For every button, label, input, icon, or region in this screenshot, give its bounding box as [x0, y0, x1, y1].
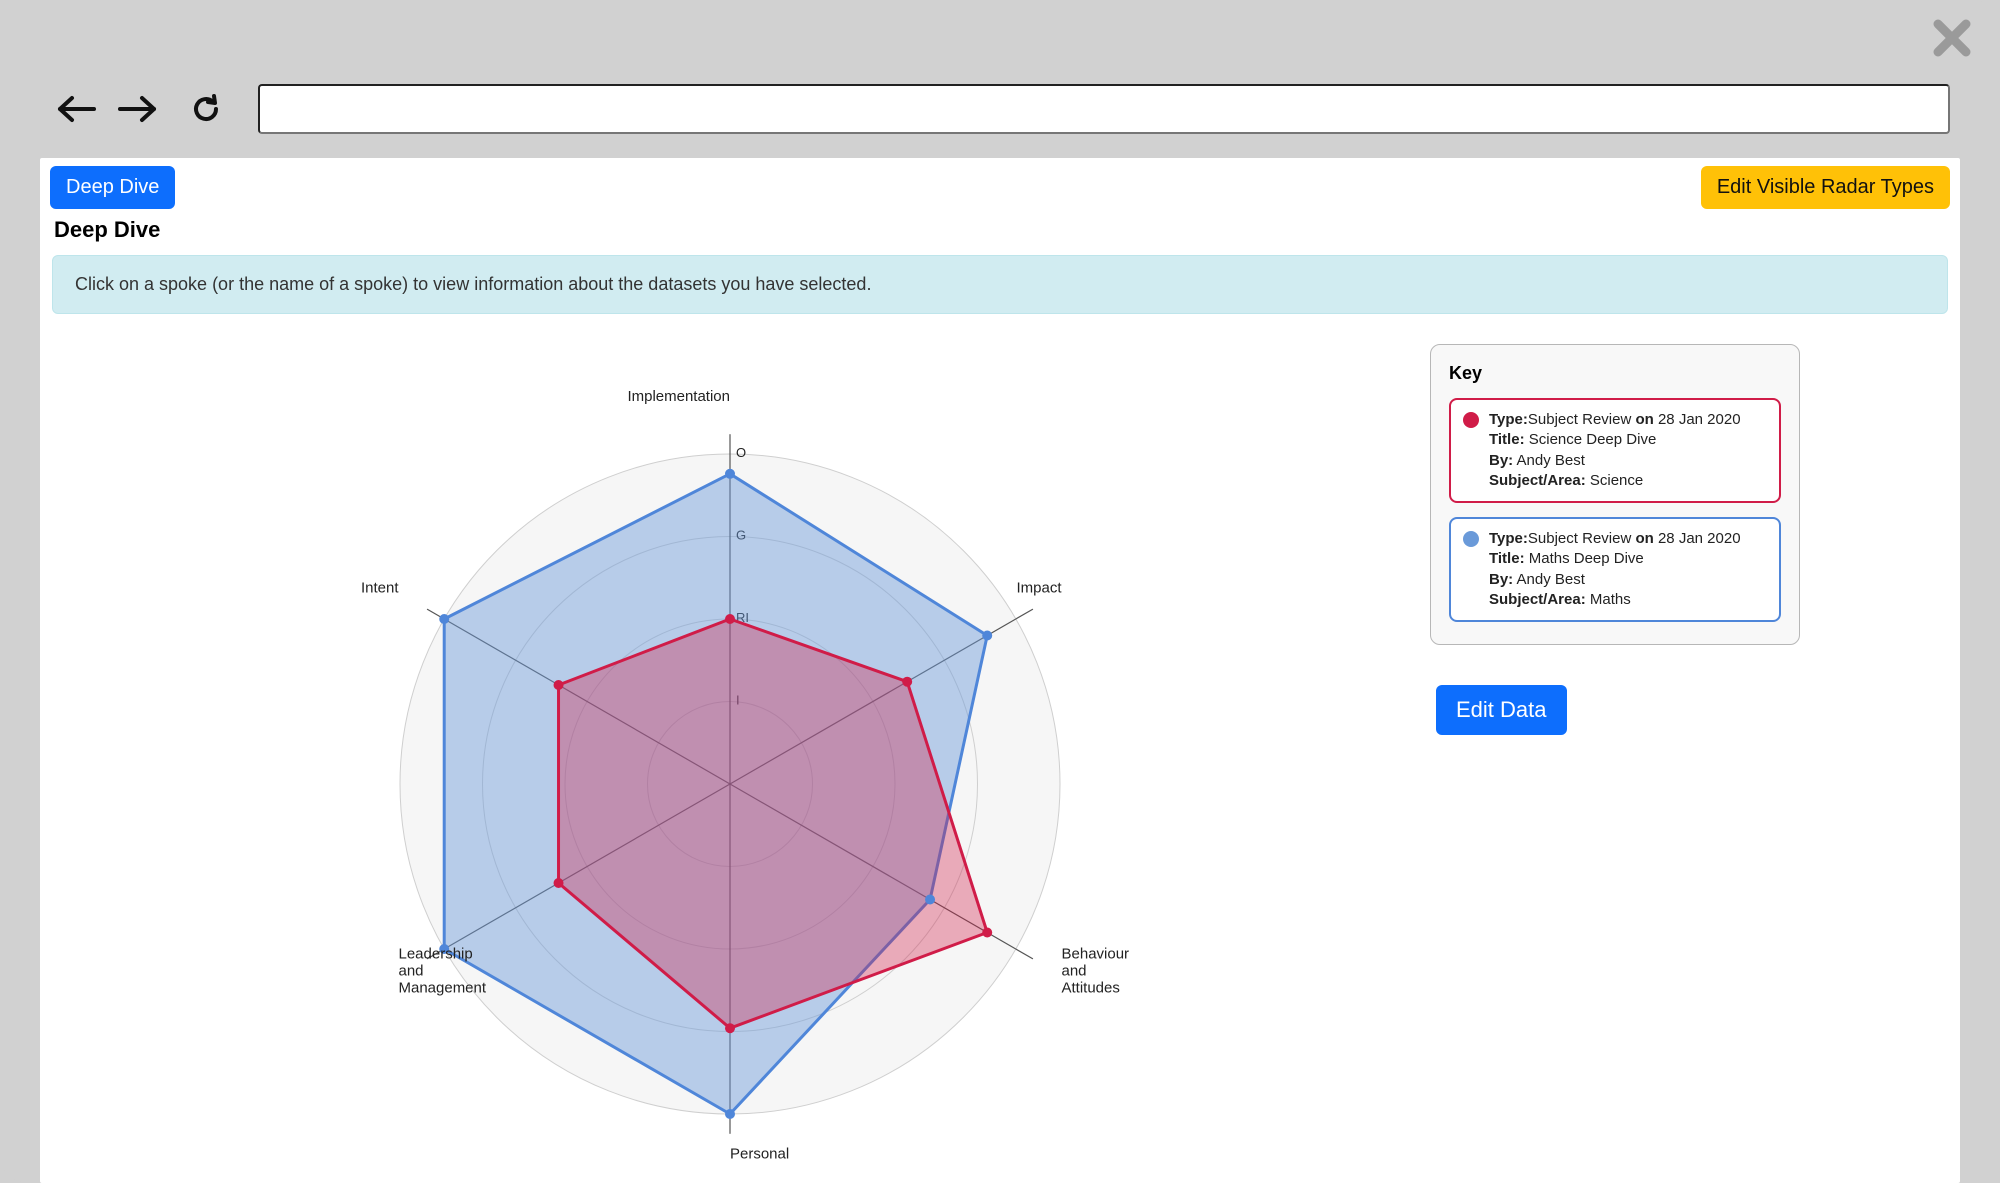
browser-toolbar — [0, 82, 2000, 136]
axis-label[interactable]: PersonalDevelopment — [730, 1145, 819, 1164]
radar-point[interactable] — [439, 614, 449, 624]
axis-label[interactable]: Implementation — [627, 388, 730, 405]
radar-point[interactable] — [902, 677, 912, 687]
content-panel: Deep Dive Edit Visible Radar Types Deep … — [40, 158, 1960, 1183]
radar-point[interactable] — [725, 1023, 735, 1033]
legend-text: Type:Subject Review on 28 Jan 2020Title:… — [1489, 410, 1741, 491]
radar-point[interactable] — [725, 614, 735, 624]
axis-label[interactable]: Impact — [1016, 580, 1062, 597]
legend-item[interactable]: Type:Subject Review on 28 Jan 2020Title:… — [1449, 398, 1781, 503]
titlebar — [0, 0, 2000, 82]
radar-point[interactable] — [554, 680, 564, 690]
legend-item[interactable]: Type:Subject Review on 28 Jan 2020Title:… — [1449, 517, 1781, 622]
deep-dive-button[interactable]: Deep Dive — [50, 166, 175, 209]
radar-point[interactable] — [725, 469, 735, 479]
radar-chart[interactable]: IRIGOImplementationImpactBehaviourandAtt… — [320, 344, 1140, 1164]
axis-label[interactable]: BehaviourandAttitudes — [1062, 945, 1130, 996]
ring-label: O — [736, 445, 746, 460]
edit-data-button[interactable]: Edit Data — [1436, 685, 1567, 735]
page-title: Deep Dive — [40, 213, 1960, 251]
legend-dot-icon — [1463, 412, 1479, 428]
back-button[interactable] — [56, 95, 98, 123]
info-banner: Click on a spoke (or the name of a spoke… — [52, 255, 1948, 314]
app-window: Deep Dive Edit Visible Radar Types Deep … — [0, 0, 2000, 1183]
reload-button[interactable] — [190, 93, 222, 125]
radar-point[interactable] — [725, 1109, 735, 1119]
radar-point[interactable] — [982, 928, 992, 938]
legend-dot-icon — [1463, 531, 1479, 547]
forward-button[interactable] — [116, 95, 158, 123]
radar-point[interactable] — [925, 895, 935, 905]
address-bar[interactable] — [258, 84, 1950, 134]
legend-title: Key — [1449, 363, 1781, 384]
axis-label[interactable]: Intent — [361, 580, 399, 597]
close-icon[interactable] — [1932, 18, 1972, 63]
legend-text: Type:Subject Review on 28 Jan 2020Title:… — [1489, 529, 1741, 610]
radar-point[interactable] — [982, 631, 992, 641]
radar-point[interactable] — [554, 878, 564, 888]
legend-box: Key Type:Subject Review on 28 Jan 2020Ti… — [1430, 344, 1800, 645]
edit-radar-types-button[interactable]: Edit Visible Radar Types — [1701, 166, 1950, 209]
